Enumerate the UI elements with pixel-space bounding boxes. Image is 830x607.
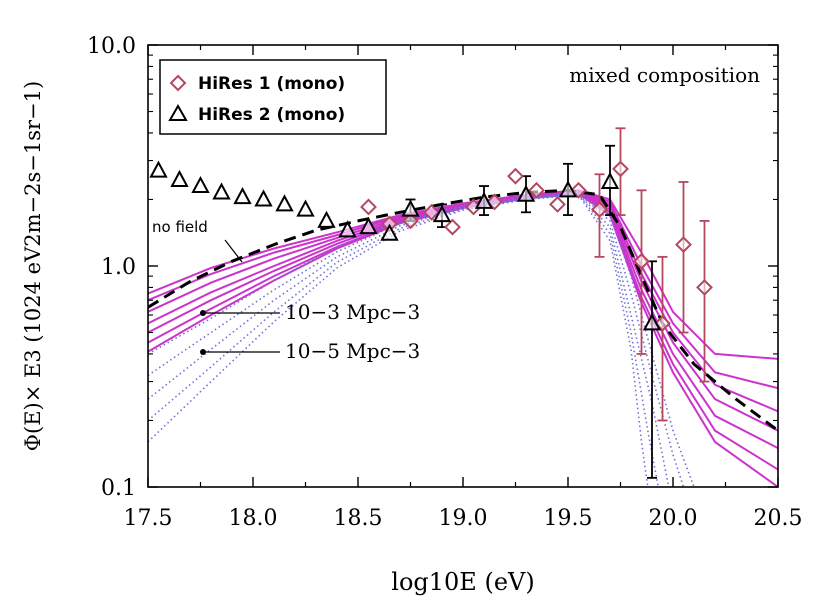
hires1-point-12	[612, 160, 629, 178]
x-tick-label-5: 20.0	[649, 506, 698, 531]
hires2-point-14	[474, 191, 494, 209]
hires1-point-7	[507, 167, 524, 185]
hires2-point-13	[432, 204, 452, 223]
no-field-label: no field	[152, 218, 208, 236]
no-field-curve	[148, 188, 778, 432]
hires2-point-18	[642, 313, 662, 331]
hires2-point-0	[149, 160, 168, 178]
hires1-point-13	[633, 252, 650, 270]
legend: HiRes 1 (mono) HiRes 2 (mono)	[159, 59, 387, 135]
hires2-point-2	[191, 175, 210, 194]
annotation-density-high: 10−3 Mpc−3	[200, 300, 420, 324]
hires2-point-4	[233, 186, 252, 205]
x-tick-label-0: 17.5	[124, 506, 173, 531]
x-tick-label-1: 18.0	[229, 506, 278, 531]
hires2-point-8	[317, 210, 336, 228]
hires2-point-17	[600, 171, 620, 189]
data-markers	[149, 160, 713, 332]
hires2-point-11	[380, 223, 399, 241]
annotation-density-low: 10−5 Mpc−3	[200, 339, 420, 363]
density-low-curve-2	[148, 193, 670, 487]
y-tick-label-2: 10.0	[87, 34, 136, 59]
x-axis-title: log10E (eV)	[391, 568, 534, 596]
hires1-point-15	[675, 236, 692, 253]
y-tick-label-0: 0.1	[101, 476, 136, 501]
y-axis-title: Φ(E)× E3 (1024 eV2m−2s−1sr−1)	[21, 81, 45, 451]
hires1-point-3	[423, 203, 440, 221]
hires1-point-4	[444, 218, 461, 236]
hires2-point-15	[516, 184, 536, 202]
legend-triangle-icon	[168, 103, 188, 121]
legend-label-hires2: HiRes 2 (mono)	[198, 105, 345, 125]
hires1-point-11	[591, 201, 608, 218]
x-tick-label-3: 19.0	[439, 506, 488, 531]
hires1-point-10	[570, 181, 587, 199]
hires2-point-9	[338, 220, 357, 238]
hires2-point-10	[359, 216, 378, 235]
hires2-point-5	[254, 189, 273, 207]
legend-box	[159, 59, 387, 135]
density-high-label: 10−3 Mpc−3	[285, 300, 420, 324]
hires1-point-9	[549, 195, 566, 213]
legend-diamond-icon	[169, 74, 187, 92]
hires1-point-14	[654, 314, 671, 332]
x-tick-label-4: 19.5	[544, 506, 593, 531]
hires1-point-8	[528, 181, 545, 199]
hires2-point-16	[558, 180, 578, 198]
no-field-pointer	[224, 239, 243, 263]
hires2-point-3	[212, 182, 231, 200]
hires2-point-1	[170, 169, 189, 187]
x-tick-label-6: 20.5	[754, 506, 803, 531]
annotation-no-field: no field	[152, 218, 243, 263]
density-low-label: 10−5 Mpc−3	[285, 339, 420, 363]
hires1-point-16	[696, 279, 713, 296]
legend-label-hires1: HiRes 1 (mono)	[198, 74, 345, 94]
y-tick-label-1: 1.0	[101, 255, 136, 280]
hires1-point-0	[360, 198, 377, 216]
hires2-point-12	[401, 199, 420, 217]
annotation-mixed-composition: mixed composition	[569, 63, 760, 87]
hires2-point-6	[275, 194, 294, 212]
hires1-point-2	[402, 212, 419, 230]
axis-ticks: 17.5 18.0 18.5 19.0 19.5 20.0 20.5 0.1 1.0 10.0	[87, 34, 802, 531]
x-tick-label-2: 18.5	[334, 506, 383, 531]
hires2-point-7	[296, 199, 315, 217]
